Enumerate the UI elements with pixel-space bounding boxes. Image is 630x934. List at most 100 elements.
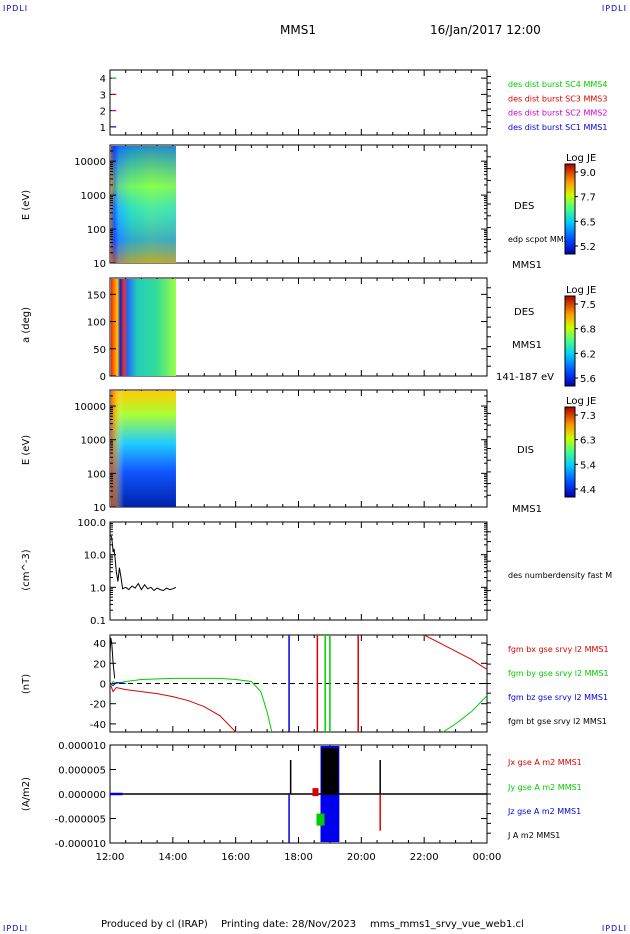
current-block-jy: [316, 813, 325, 826]
legend-bfield-2: fgm bz gse srvy l2 MMS1: [508, 693, 608, 702]
time-tick-label-0: 12:00: [96, 852, 125, 863]
y-tick-label-burst-4: 4: [100, 74, 106, 85]
footer-printing-date: Printing date: 28/Nov/2023: [221, 919, 357, 930]
colorbar-dis-energy-tick-label: 5.4: [580, 460, 596, 471]
y-axis-label-current_density: (A/m2): [21, 777, 32, 811]
y-tick-label-des_pitch-100: 100: [87, 318, 106, 329]
colorbar-dis-energy: [564, 406, 576, 498]
colorbar-des-energy: [564, 163, 576, 255]
legend-current-3: J A m2 MMS1: [507, 831, 560, 840]
colorbar-dis-energy-title: Log JE: [566, 396, 596, 407]
spectrogram-overlay-des_energy: [111, 146, 176, 263]
y-tick-label-bfield--40: -40: [90, 720, 106, 731]
instrument-label-des-pitch: DES: [514, 307, 534, 318]
time-tick-label-4: 20:00: [347, 852, 376, 863]
instrument-label-des-energy: DES: [514, 201, 534, 212]
y-axis-label-magnetic_field: (nT): [21, 674, 32, 694]
colorbar-dis-energy-tick-label: 6.3: [580, 436, 596, 447]
page-title: MMS1: [280, 23, 316, 37]
y-tick-label-current-0.000010: 0.000010: [58, 741, 106, 752]
y-tick-label-bfield-20: 20: [93, 659, 106, 670]
bfield-late-1: [442, 695, 488, 733]
y-tick-label-density-1.0: 1.0: [90, 583, 106, 594]
y-tick-label-burst-1: 1: [100, 123, 106, 134]
y-tick-label-density-100.0: 100.0: [77, 518, 106, 529]
corner-tag-top-left: IPDLI: [3, 4, 29, 13]
y-tick-label-density-10.0: 10.0: [84, 551, 106, 562]
colorbar-des-energy-tick-label: 5.2: [580, 242, 596, 253]
current-block-jx: [312, 788, 319, 797]
y-tick-label-burst-2: 2: [100, 107, 106, 118]
legend-current-0: Jx gse A m2 MMS1: [507, 758, 582, 767]
y-tick-label-current--0.000005: -0.000005: [55, 815, 106, 826]
legend-current-1: Jy gse A m2 MMS1: [507, 783, 582, 792]
colorbar-des-pitch-tick-label: 6.2: [580, 349, 596, 360]
colorbar-des-pitch-title: Log JE: [566, 285, 596, 296]
colorbar-des-pitch-tick-label: 5.6: [580, 374, 596, 385]
instrument-label-dis: DIS: [517, 445, 534, 456]
panel-frame-burst: [109, 69, 488, 136]
y-axis-label-dis_energy: E (eV): [21, 435, 32, 465]
time-tick-label-2: 16:00: [221, 852, 250, 863]
colorbar-des-energy-title: Log JE: [566, 153, 596, 164]
colorbar-des-pitch-tick-label: 6.8: [580, 325, 596, 336]
spectrogram-overlay-dis_energy: [111, 391, 176, 507]
y-tick-label-dis_energy-10000: 10000: [74, 402, 106, 413]
y-tick-label-current-0.000005: 0.000005: [58, 766, 106, 777]
y-tick-label-des_energy-10: 10: [93, 259, 106, 270]
bfield-line-2: [109, 681, 126, 687]
y-tick-label-dis_energy-1000: 1000: [81, 436, 106, 447]
time-tick-label-5: 22:00: [410, 852, 439, 863]
page-date: 16/Jan/2017 12:00: [430, 23, 541, 37]
energy-range-label: 141-187 eV: [496, 372, 554, 383]
corner-tag-bottom-right: IPDLI: [601, 924, 627, 933]
legend-burst-1: des dist burst SC1 MMS1: [508, 123, 607, 132]
spacecraft-label-des-energy: MMS1: [512, 260, 542, 271]
panel-frame-density: [109, 521, 488, 621]
y-tick-label-des_pitch-50: 50: [93, 345, 106, 356]
y-tick-label-burst-3: 3: [100, 90, 106, 101]
bfield-line-0: [109, 683, 238, 733]
colorbar-des-pitch: [564, 295, 576, 387]
y-tick-label-dis_energy-100: 100: [87, 469, 106, 480]
time-tick-label-3: 18:00: [284, 852, 313, 863]
legend-bfield-1: fgm by gse srvy l2 MMS1: [508, 669, 609, 678]
y-tick-label-bfield-40: 40: [93, 639, 106, 650]
footer-produced-by: Produced by cl (IRAP): [101, 919, 208, 930]
y-tick-label-dis_energy-10: 10: [93, 503, 106, 514]
corner-tag-top-right: IPDLI: [601, 4, 627, 13]
current-block-j: [321, 748, 339, 796]
y-tick-label-des_energy-1000: 1000: [81, 191, 106, 202]
bfield-line-3: [109, 637, 116, 679]
y-tick-label-bfield--20: -20: [90, 700, 106, 711]
corner-tag-bottom-left: IPDLI: [3, 924, 29, 933]
colorbar-des-energy-tick-label: 6.5: [580, 217, 596, 228]
y-tick-label-current--0.000010: -0.000010: [55, 839, 106, 850]
colorbar-des-energy-tick-label: 9.0: [580, 168, 596, 179]
y-tick-label-density-0.1: 0.1: [90, 616, 106, 627]
legend-burst-4: des dist burst SC4 MMS4: [508, 80, 607, 89]
y-axis-label-density: (cm^-3): [21, 549, 32, 590]
legend-burst-3: des dist burst SC3 MMS3: [508, 94, 607, 103]
y-tick-label-des_energy-100: 100: [87, 225, 106, 236]
legend-bfield-3: fgm bt gse srvy l2 MMS1: [508, 717, 607, 726]
y-tick-label-des_pitch-150: 150: [87, 290, 106, 301]
legend-bfield-0: fgm bx gse srvy l2 MMS1: [508, 645, 609, 654]
y-axis-label-des_energy: E (eV): [21, 190, 32, 220]
time-tick-label-6: 00:00: [473, 852, 502, 863]
legend-density: des numberdensity fast M: [508, 571, 612, 580]
colorbar-des-energy-tick-label: 7.7: [580, 193, 596, 204]
y-tick-label-bfield-0: 0: [100, 680, 106, 691]
y-tick-label-des_pitch-0: 0: [100, 372, 106, 383]
spacecraft-label-des-pitch: MMS1: [512, 340, 542, 351]
colorbar-des-pitch-tick-label: 7.5: [580, 300, 596, 311]
spectrogram-des_pitch: [111, 279, 176, 376]
bfield-line-1: [109, 677, 273, 733]
colorbar-dis-energy-tick-label: 7.3: [580, 411, 596, 422]
spacecraft-label-dis: MMS1: [512, 504, 542, 515]
colorbar-dis-energy-tick-label: 4.4: [580, 485, 596, 496]
y-axis-label-des_pitch: a (deg): [21, 307, 32, 343]
footer-file: mms_mms1_srvy_vue_web1.cl: [370, 919, 524, 930]
legend-current-2: Jz gse A m2 MMS1: [507, 807, 581, 816]
